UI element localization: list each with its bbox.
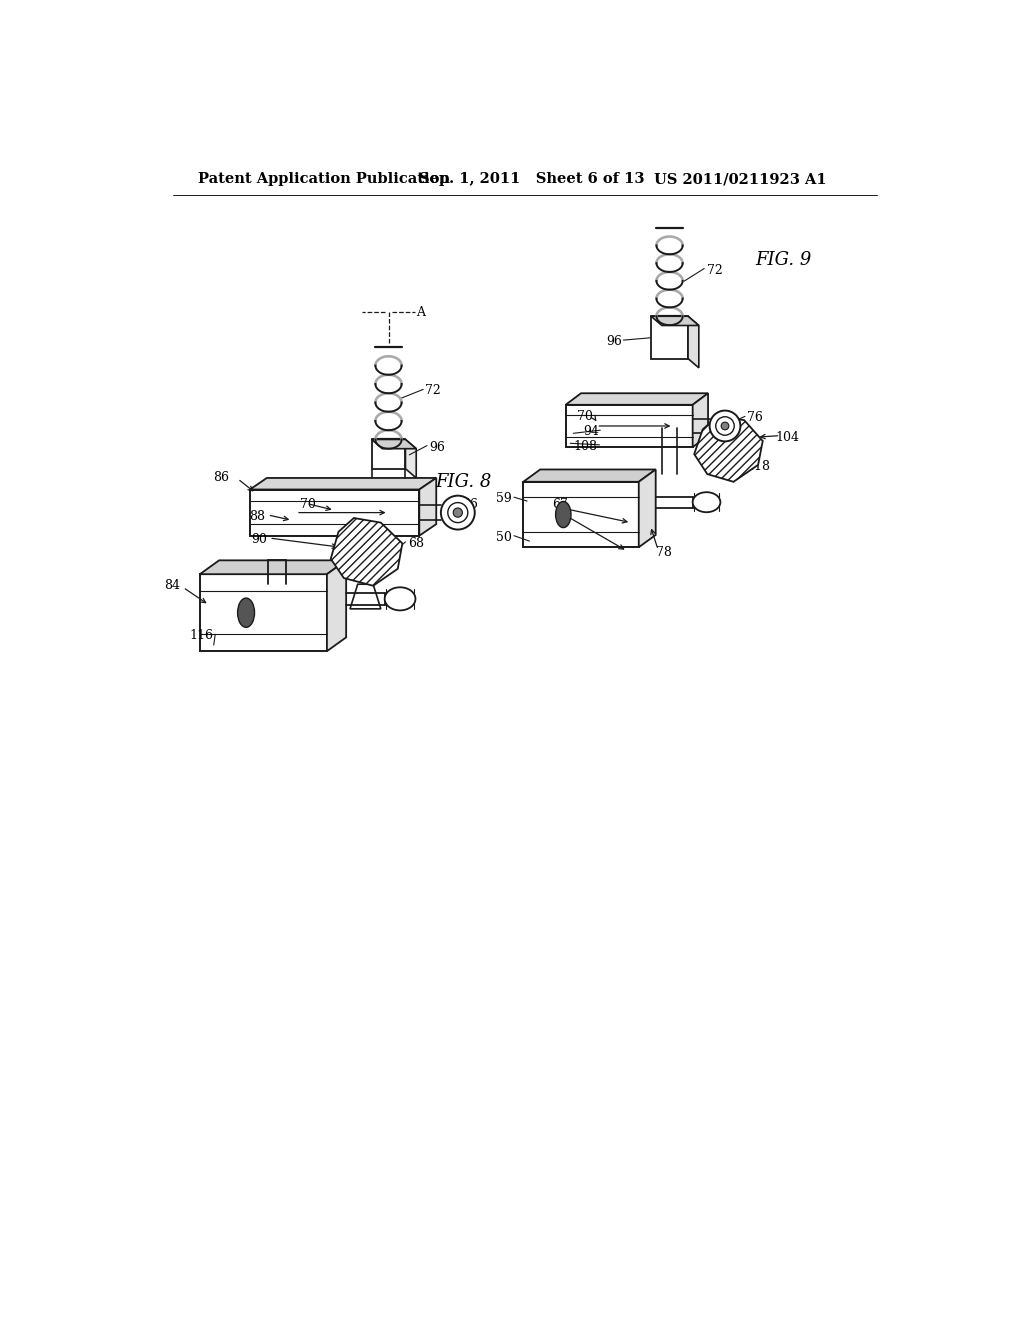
Polygon shape xyxy=(694,416,763,482)
Polygon shape xyxy=(651,317,688,359)
Polygon shape xyxy=(419,478,436,536)
Polygon shape xyxy=(250,490,419,536)
Text: 68: 68 xyxy=(408,537,424,550)
Text: 104: 104 xyxy=(776,430,800,444)
Text: 96: 96 xyxy=(606,335,622,348)
Circle shape xyxy=(710,411,740,441)
Circle shape xyxy=(454,508,463,517)
Text: 86: 86 xyxy=(213,471,229,483)
Text: FIG. 8: FIG. 8 xyxy=(435,473,492,491)
Text: 84: 84 xyxy=(165,579,180,593)
Polygon shape xyxy=(200,561,346,574)
Polygon shape xyxy=(688,317,698,368)
Polygon shape xyxy=(250,478,436,490)
Polygon shape xyxy=(523,470,655,482)
Polygon shape xyxy=(651,317,698,326)
Text: A: A xyxy=(417,306,425,319)
Polygon shape xyxy=(523,482,639,548)
Text: 88: 88 xyxy=(249,510,265,523)
Text: 78: 78 xyxy=(655,546,672,560)
Text: 50: 50 xyxy=(496,531,512,544)
Polygon shape xyxy=(406,440,416,478)
Text: 59: 59 xyxy=(496,492,512,506)
Polygon shape xyxy=(565,393,708,405)
Polygon shape xyxy=(692,393,708,447)
Text: 90: 90 xyxy=(252,533,267,546)
Polygon shape xyxy=(639,470,655,548)
Polygon shape xyxy=(565,405,692,447)
Text: 67: 67 xyxy=(553,499,568,511)
Text: 76: 76 xyxy=(462,499,477,511)
Ellipse shape xyxy=(692,492,720,512)
Text: 108: 108 xyxy=(573,440,597,453)
Polygon shape xyxy=(372,440,416,449)
Text: 70: 70 xyxy=(577,409,593,422)
Text: 72: 72 xyxy=(707,264,722,277)
Text: Sep. 1, 2011   Sheet 6 of 13: Sep. 1, 2011 Sheet 6 of 13 xyxy=(419,172,645,186)
Ellipse shape xyxy=(556,502,571,528)
Text: US 2011/0211923 A1: US 2011/0211923 A1 xyxy=(654,172,826,186)
Ellipse shape xyxy=(238,598,255,627)
Polygon shape xyxy=(331,517,402,586)
Polygon shape xyxy=(350,585,381,609)
Polygon shape xyxy=(327,561,346,651)
Ellipse shape xyxy=(385,587,416,610)
Polygon shape xyxy=(372,440,406,469)
Text: FIG. 9: FIG. 9 xyxy=(756,251,812,269)
Circle shape xyxy=(447,503,468,523)
Text: 96: 96 xyxy=(429,441,445,454)
Text: 118: 118 xyxy=(746,459,770,473)
Circle shape xyxy=(721,422,729,430)
Circle shape xyxy=(441,495,475,529)
Text: Patent Application Publication: Patent Application Publication xyxy=(199,172,451,186)
Text: 70: 70 xyxy=(300,499,315,511)
Circle shape xyxy=(716,417,734,436)
Text: 116: 116 xyxy=(189,630,214,643)
Text: 76: 76 xyxy=(746,412,763,425)
Text: 82: 82 xyxy=(345,569,360,582)
Text: 72: 72 xyxy=(425,384,441,397)
Polygon shape xyxy=(200,574,327,651)
Text: 94: 94 xyxy=(583,425,599,438)
